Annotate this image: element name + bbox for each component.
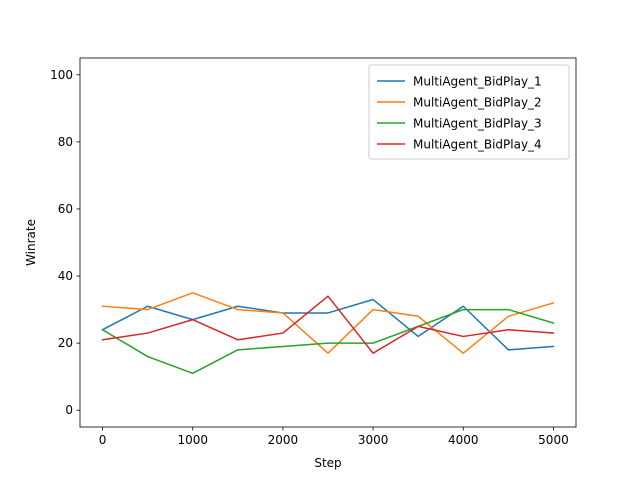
x-axis-label: Step: [314, 456, 341, 470]
legend: MultiAgent_BidPlay_1 MultiAgent_BidPlay_2…: [368, 64, 570, 160]
y-tick-label: 80: [58, 135, 73, 149]
series-line-1: [101, 298, 555, 351]
legend-box: [368, 64, 570, 160]
series-line-3: [101, 308, 555, 375]
y-axis-label: Winrate: [24, 219, 38, 266]
y-tick-label: 60: [58, 202, 73, 216]
legend-label-1: MultiAgent_BidPlay_1: [413, 75, 542, 89]
y-tick-label: 20: [58, 336, 73, 350]
x-tick-label: 0: [99, 433, 107, 447]
x-tick-label: 3000: [358, 433, 389, 447]
x-tick-label: 5000: [538, 433, 569, 447]
plot-frame: [79, 57, 577, 428]
legend-label-2: MultiAgent_BidPlay_2: [413, 96, 542, 110]
y-tick-label: 100: [50, 68, 73, 82]
x-tick-label: 1000: [177, 433, 208, 447]
axes-layer: [79, 57, 577, 428]
x-axis-ticks: 0 1000 2000 3000 4000 5000: [99, 427, 569, 447]
series-line-2: [101, 292, 555, 354]
y-tick-label: 40: [58, 269, 73, 283]
series-layer: [101, 292, 555, 375]
x-tick-label: 4000: [448, 433, 479, 447]
legend-label-4: MultiAgent_BidPlay_4: [413, 138, 542, 152]
x-tick-label: 2000: [268, 433, 299, 447]
y-tick-label: 0: [65, 403, 73, 417]
y-axis-ticks: 0 20 40 60 80 100: [50, 68, 80, 417]
series-line-4: [101, 295, 555, 354]
legend-label-3: MultiAgent_BidPlay_3: [413, 117, 542, 131]
